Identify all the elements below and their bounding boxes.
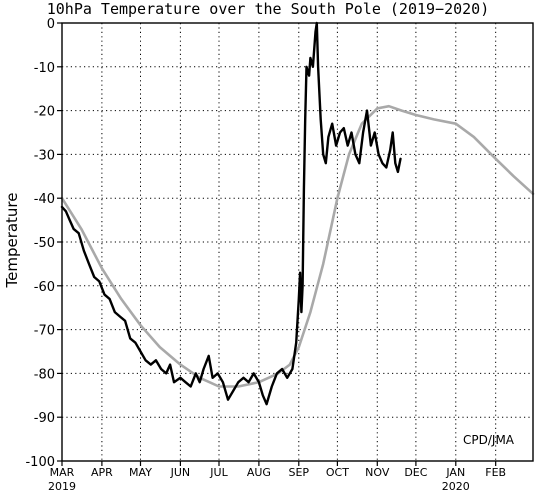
x-tick-label: SEP — [288, 466, 309, 479]
annotation-label: CPD/JMA — [463, 433, 515, 447]
y-axis-label: Temperature — [3, 192, 21, 288]
y-tick-label: -20 — [34, 105, 55, 120]
x-tick-label: MAR — [50, 466, 75, 479]
chart-title: 10hPa Temperature over the South Pole (2… — [47, 0, 490, 18]
x-tick-label: FEB — [485, 466, 506, 479]
x-tick-label: MAY — [129, 466, 152, 479]
x-tick-label: AUG — [247, 466, 271, 479]
y-tick-label: -100 — [25, 455, 55, 470]
x-tick-label: JAN — [445, 466, 465, 479]
y-tick-label: -30 — [34, 148, 55, 163]
x-tick-label: NOV — [365, 466, 390, 479]
grid-layer — [62, 23, 533, 461]
x-tick-label: JUL — [209, 466, 228, 479]
y-axis: 0 -10 -20 -30 -40 -50 -60 -70 -80 -90 -100 — [25, 17, 62, 470]
y-tick-label: -40 — [34, 192, 55, 207]
x-tick-label: DEC — [404, 466, 427, 479]
x-year-label: 2019 — [48, 480, 76, 493]
y-tick-label: -70 — [34, 324, 55, 339]
x-year-label: 2020 — [442, 480, 470, 493]
series-line-climatology — [60, 104, 535, 388]
y-tick-label: -10 — [34, 61, 55, 76]
y-tick-label: 0 — [47, 17, 55, 32]
series-line-observed — [60, 21, 402, 406]
x-tick-label: APR — [91, 466, 113, 479]
series-layer — [60, 21, 535, 406]
y-tick-label: -60 — [34, 280, 55, 295]
y-tick-label: -80 — [34, 367, 55, 382]
y-tick-label: -90 — [34, 411, 55, 426]
x-tick-label: OCT — [326, 466, 349, 479]
y-tick-label: -50 — [34, 236, 55, 251]
x-tick-label: JUN — [170, 466, 191, 479]
